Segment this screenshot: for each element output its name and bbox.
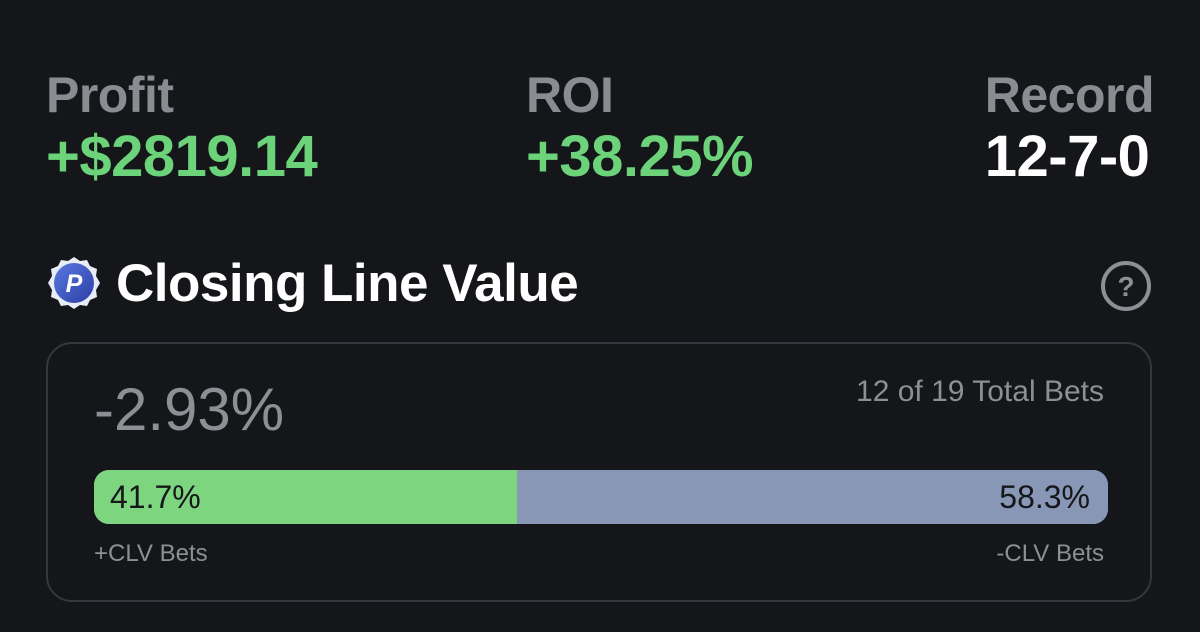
profit-label: Profit	[46, 67, 174, 123]
record-label: Record	[984, 67, 1155, 123]
clv-title: Closing Line Value	[116, 253, 579, 313]
record-stat: Record 12-7-0	[984, 66, 1155, 190]
clv-value: -2.93%	[94, 376, 285, 443]
roi-label: ROI	[526, 67, 614, 123]
profit-stat: Profit +$2819.14	[46, 66, 318, 190]
question-circle-icon[interactable]: ?	[1100, 260, 1152, 312]
negative-clv-segment: 58.3%	[516, 470, 1108, 524]
positive-percent: 41.7%	[110, 478, 201, 515]
total-bets-count: 12 of 19 Total Bets	[856, 375, 1104, 408]
clv-header: P Closing Line Value	[46, 250, 579, 316]
p-badge-icon: P	[48, 257, 100, 309]
record-value: 12-7-0	[984, 124, 1150, 189]
clv-split-bar: 41.7% 58.3%	[94, 470, 1108, 524]
roi-stat: ROI +38.25%	[526, 66, 754, 190]
profit-value: +$2819.14	[46, 124, 318, 189]
positive-clv-segment: 41.7%	[94, 470, 517, 524]
negative-clv-caption: -CLV Bets	[996, 540, 1104, 567]
positive-clv-caption: +CLV Bets	[94, 540, 208, 567]
svg-text:?: ?	[1117, 271, 1134, 302]
badge-letter: P	[66, 270, 83, 298]
negative-percent: 58.3%	[999, 478, 1090, 515]
roi-value: +38.25%	[526, 124, 754, 189]
clv-card: -2.93% 12 of 19 Total Bets 41.7% 58.3% +…	[46, 342, 1152, 602]
